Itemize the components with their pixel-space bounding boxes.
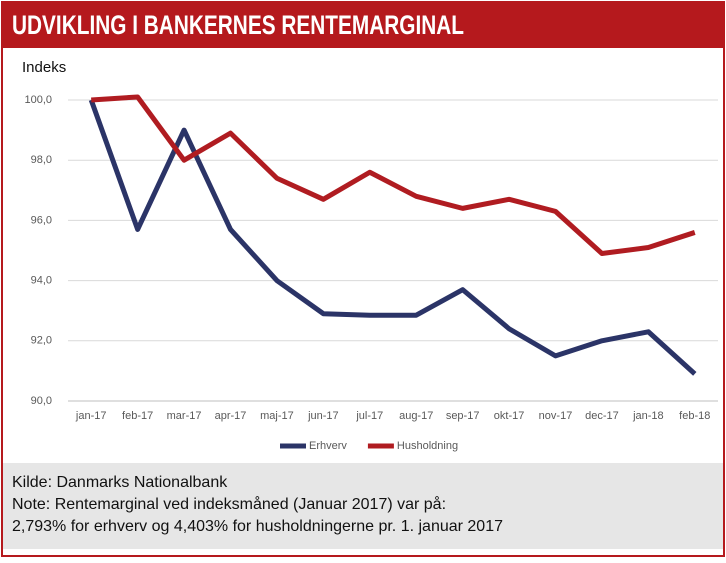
header-bar [2,2,724,48]
x-tick-label: feb-18 [679,410,710,422]
footer: Kilde: Danmarks Nationalbank Note: Rentem… [12,474,503,535]
x-tick-label: jan-17 [75,410,107,422]
x-tick-label: jan-18 [632,410,664,422]
x-tick-label: jun-17 [307,410,339,422]
x-tick-label: feb-17 [122,410,153,422]
y-tick-label: 90,0 [31,395,52,407]
y-tick-label: 94,0 [31,275,52,287]
legend-label: Erhverv [309,440,347,452]
x-tick-label: apr-17 [215,410,247,422]
y-tick-label: 98,0 [31,154,52,166]
series-line [91,94,696,257]
x-tick-label: jul-17 [355,410,383,422]
chart-title: UDVIKLING I BANKERNES RENTEMARGINAL [12,10,464,40]
footer-line: Note: Rentemarginal ved indeksmåned (Jan… [12,495,446,513]
x-tick-label: maj-17 [260,410,294,422]
x-tick-label: mar-17 [167,410,202,422]
x-tick-label: nov-17 [539,410,573,422]
x-tick-label: sep-17 [446,410,480,422]
series-line [88,99,697,376]
footer-line: Kilde: Danmarks Nationalbank [12,474,228,491]
y-tick-label: 96,0 [31,214,52,226]
y-tick-label: 92,0 [31,335,52,347]
y-tick-label: 100,0 [24,94,52,106]
y-axis-label: Indeks [22,59,66,76]
x-tick-label: okt-17 [494,410,525,422]
footer-box [3,463,723,549]
x-tick-label: aug-17 [399,410,433,422]
legend-label: Husholdning [397,440,458,452]
footer-line: 2,793% for erhverv og 4,403% for hushold… [12,518,503,535]
x-tick-label: dec-17 [585,410,619,422]
